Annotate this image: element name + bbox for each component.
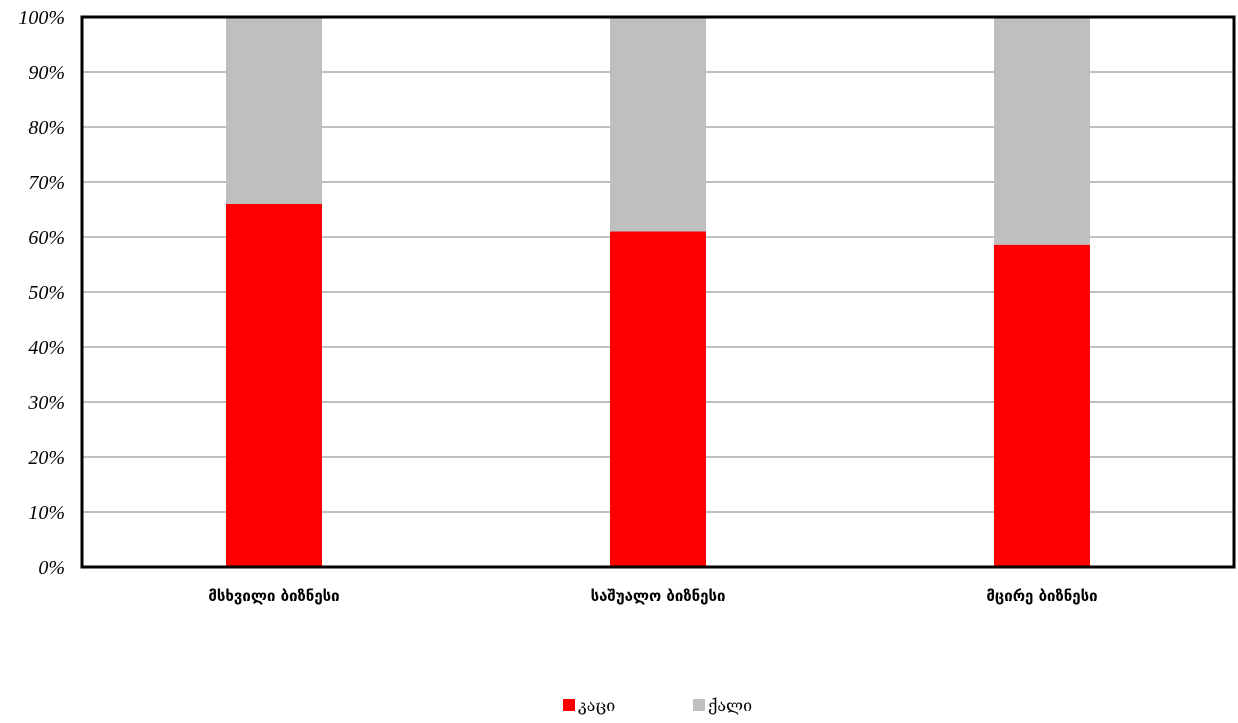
x-axis-categories: მსხვილი ბიზნესი საშუალო ბიზნესი მცირე ბიზნ…: [208, 587, 1097, 605]
x-category-label: საშუალო ბიზნესი: [591, 587, 726, 605]
bar-male: [226, 204, 322, 567]
y-tick-label: 60%: [28, 227, 65, 249]
legend-label: ქალი: [708, 696, 752, 715]
y-tick-label: 100%: [18, 7, 65, 29]
bars: [226, 17, 1090, 567]
y-tick-label: 50%: [28, 282, 65, 304]
y-tick-label: 30%: [27, 392, 65, 414]
legend-swatch: [563, 699, 575, 711]
y-tick-label: 70%: [28, 172, 65, 194]
bar-male: [994, 244, 1090, 567]
y-tick-label: 90%: [28, 62, 65, 84]
y-tick-label: 80%: [28, 117, 65, 139]
y-tick-label: 10%: [28, 502, 65, 524]
legend: კაცი ქალი: [563, 696, 752, 715]
legend-label: კაცი: [578, 696, 615, 715]
x-category-label: მცირე ბიზნესი: [986, 587, 1097, 605]
plot-frame: [80, 15, 1236, 569]
bar-female: [610, 17, 706, 232]
bar-female: [226, 17, 322, 204]
bar-male: [610, 231, 706, 567]
x-category-label: მსხვილი ბიზნესი: [208, 587, 339, 605]
y-tick-label: 20%: [28, 447, 65, 469]
y-tick-label: 40%: [28, 337, 65, 359]
legend-swatch: [693, 699, 705, 711]
y-axis-ticks: 0% 10% 20% 30% 40% 50% 60% 70% 80% 90% 100%: [18, 7, 65, 579]
bar-female: [994, 17, 1090, 245]
y-tick-label: 0%: [38, 557, 65, 579]
